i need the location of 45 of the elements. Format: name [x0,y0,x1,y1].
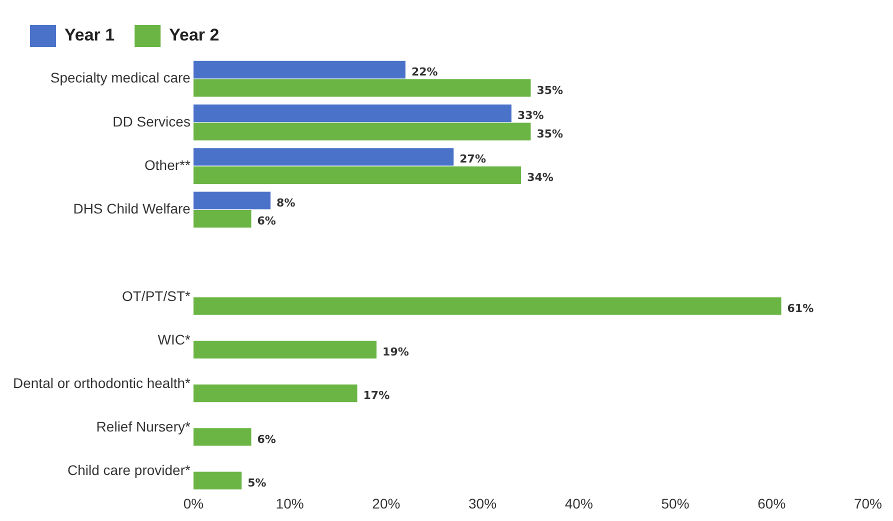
bar [193,210,252,228]
y-tick-label: Specialty medical care [50,70,191,86]
bar [193,428,252,446]
bar [193,340,377,358]
bar [193,122,531,140]
bar [193,79,531,97]
bar [193,384,358,402]
legend-label: Year 1 [64,26,115,45]
y-tick-label: WIC* [158,331,191,348]
bar [193,60,406,78]
bar [193,297,782,315]
y-tick-label: DHS Child Welfare [73,200,191,217]
legend-label: Year 2 [169,26,220,45]
bar [193,148,454,166]
data-label: 6% [257,432,276,446]
data-label: 19% [382,346,409,359]
y-tick-label: Dental or orthodontic health* [12,375,191,392]
data-label: 17% [363,389,390,402]
bar [193,192,271,210]
y-tick-label: DD Services [112,113,190,130]
y-tick-label: Child care provider* [67,462,191,478]
y-tick-label: Relief Nursery* [96,418,191,435]
x-tick-label: 10% [276,495,304,512]
x-tick-label: 70% [854,495,882,512]
bar [193,166,522,184]
data-label: 8% [276,196,296,210]
x-tick-label: 0% [183,495,204,512]
data-label: 33% [517,109,544,122]
data-label: 6% [257,214,276,228]
data-label: 35% [536,127,564,140]
data-label: 35% [536,84,564,97]
data-label: 22% [411,66,438,79]
data-label: 5% [248,476,266,490]
data-label: 61% [787,302,814,315]
x-tick-label: 50% [661,495,690,512]
x-tick-label: 20% [372,495,400,512]
data-label: 27% [460,152,486,166]
data-label: 34% [527,171,554,184]
bar [193,104,512,122]
x-tick-label: 40% [564,495,593,512]
x-tick-label: 60% [758,495,786,512]
bar [193,472,242,490]
y-tick-label: OT/PT/ST* [122,288,191,304]
y-tick-label: Other** [144,156,191,173]
x-tick-label: 30% [468,495,497,512]
